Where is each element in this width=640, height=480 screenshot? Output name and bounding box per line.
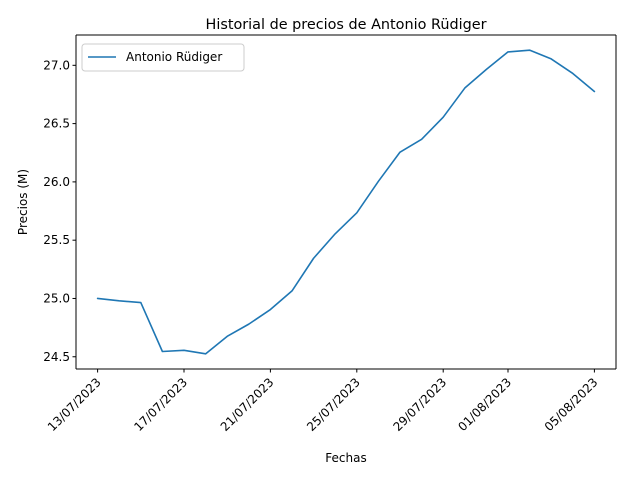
- y-tick-label: 24.5: [43, 350, 70, 364]
- series-layer: [96, 49, 596, 355]
- series-line-antonio-rudiger: [96, 49, 596, 355]
- x-axis-label: Fechas: [325, 451, 366, 465]
- legend-label-antonio-rudiger: Antonio Rüdiger: [126, 50, 222, 64]
- plot-area: [76, 35, 616, 369]
- legend-box: [81, 43, 245, 72]
- chart-title: Historial de precios de Antonio Rüdiger: [206, 17, 487, 33]
- y-tick-label: 25.5: [43, 233, 70, 247]
- axes-frame: [75, 34, 617, 370]
- y-tick-label: 26.0: [43, 175, 70, 189]
- y-axis-label: Precios (M): [16, 169, 30, 235]
- y-tick-label: 26.5: [43, 117, 70, 131]
- y-tick-label: 25.0: [43, 291, 70, 305]
- y-tick-label: 27.0: [43, 58, 70, 72]
- y-axis: 24.5 25.0 25.5 26.0 26.5 27.0: [43, 58, 76, 364]
- legend: Antonio Rüdiger: [81, 43, 245, 72]
